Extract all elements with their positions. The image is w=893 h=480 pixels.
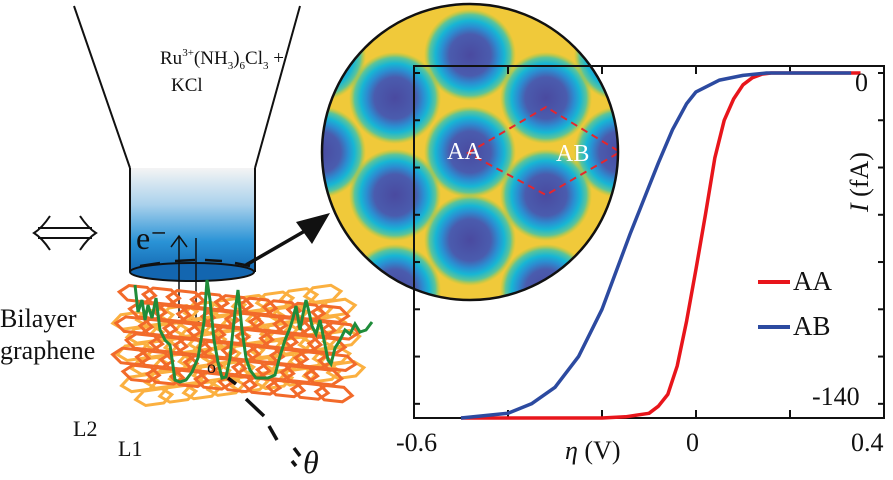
x-axis-label: η (V) (565, 436, 621, 465)
electron-label: e⁻ (136, 220, 168, 256)
y-tick-label-zero: 0 (855, 68, 868, 97)
legend-swatch-ab (758, 324, 790, 329)
legend-item-ab: AB (758, 313, 831, 340)
graphene-label: graphene (0, 336, 96, 365)
pipette (73, 5, 301, 282)
legend-swatch-aa (758, 279, 790, 284)
layer-label-l1: L1 (118, 436, 143, 461)
chart-axes (413, 65, 885, 419)
solution-label-kcl: KCl (171, 75, 203, 96)
zoom-arrow-icon (245, 213, 330, 267)
current-trace (133, 279, 374, 384)
bilayer-label: Bilayer (0, 304, 77, 333)
y-axis-label: I (fA) (845, 152, 874, 212)
twist-axis (226, 376, 302, 468)
inset-label-aa: AA (447, 139, 482, 165)
x-tick-label-zero: 0 (686, 428, 699, 457)
solution-label: Ru3+(NH3)6Cl3 + (160, 47, 284, 72)
series-line-ab (460, 71, 852, 420)
legend-item-aa: AA (758, 268, 832, 295)
inset-label-ab: AB (556, 141, 590, 167)
unit-cell (465, 105, 618, 197)
x-tick-label-max: 0.4 (851, 428, 884, 457)
x-tick-label-min: -0.6 (396, 428, 438, 457)
y-tick-label-min: -140 (812, 382, 860, 411)
angle-label: θ (303, 444, 319, 480)
layer-label-l2: L2 (73, 416, 98, 441)
equivalence-arrow-icon (32, 215, 98, 251)
origin-label: o (207, 357, 216, 377)
